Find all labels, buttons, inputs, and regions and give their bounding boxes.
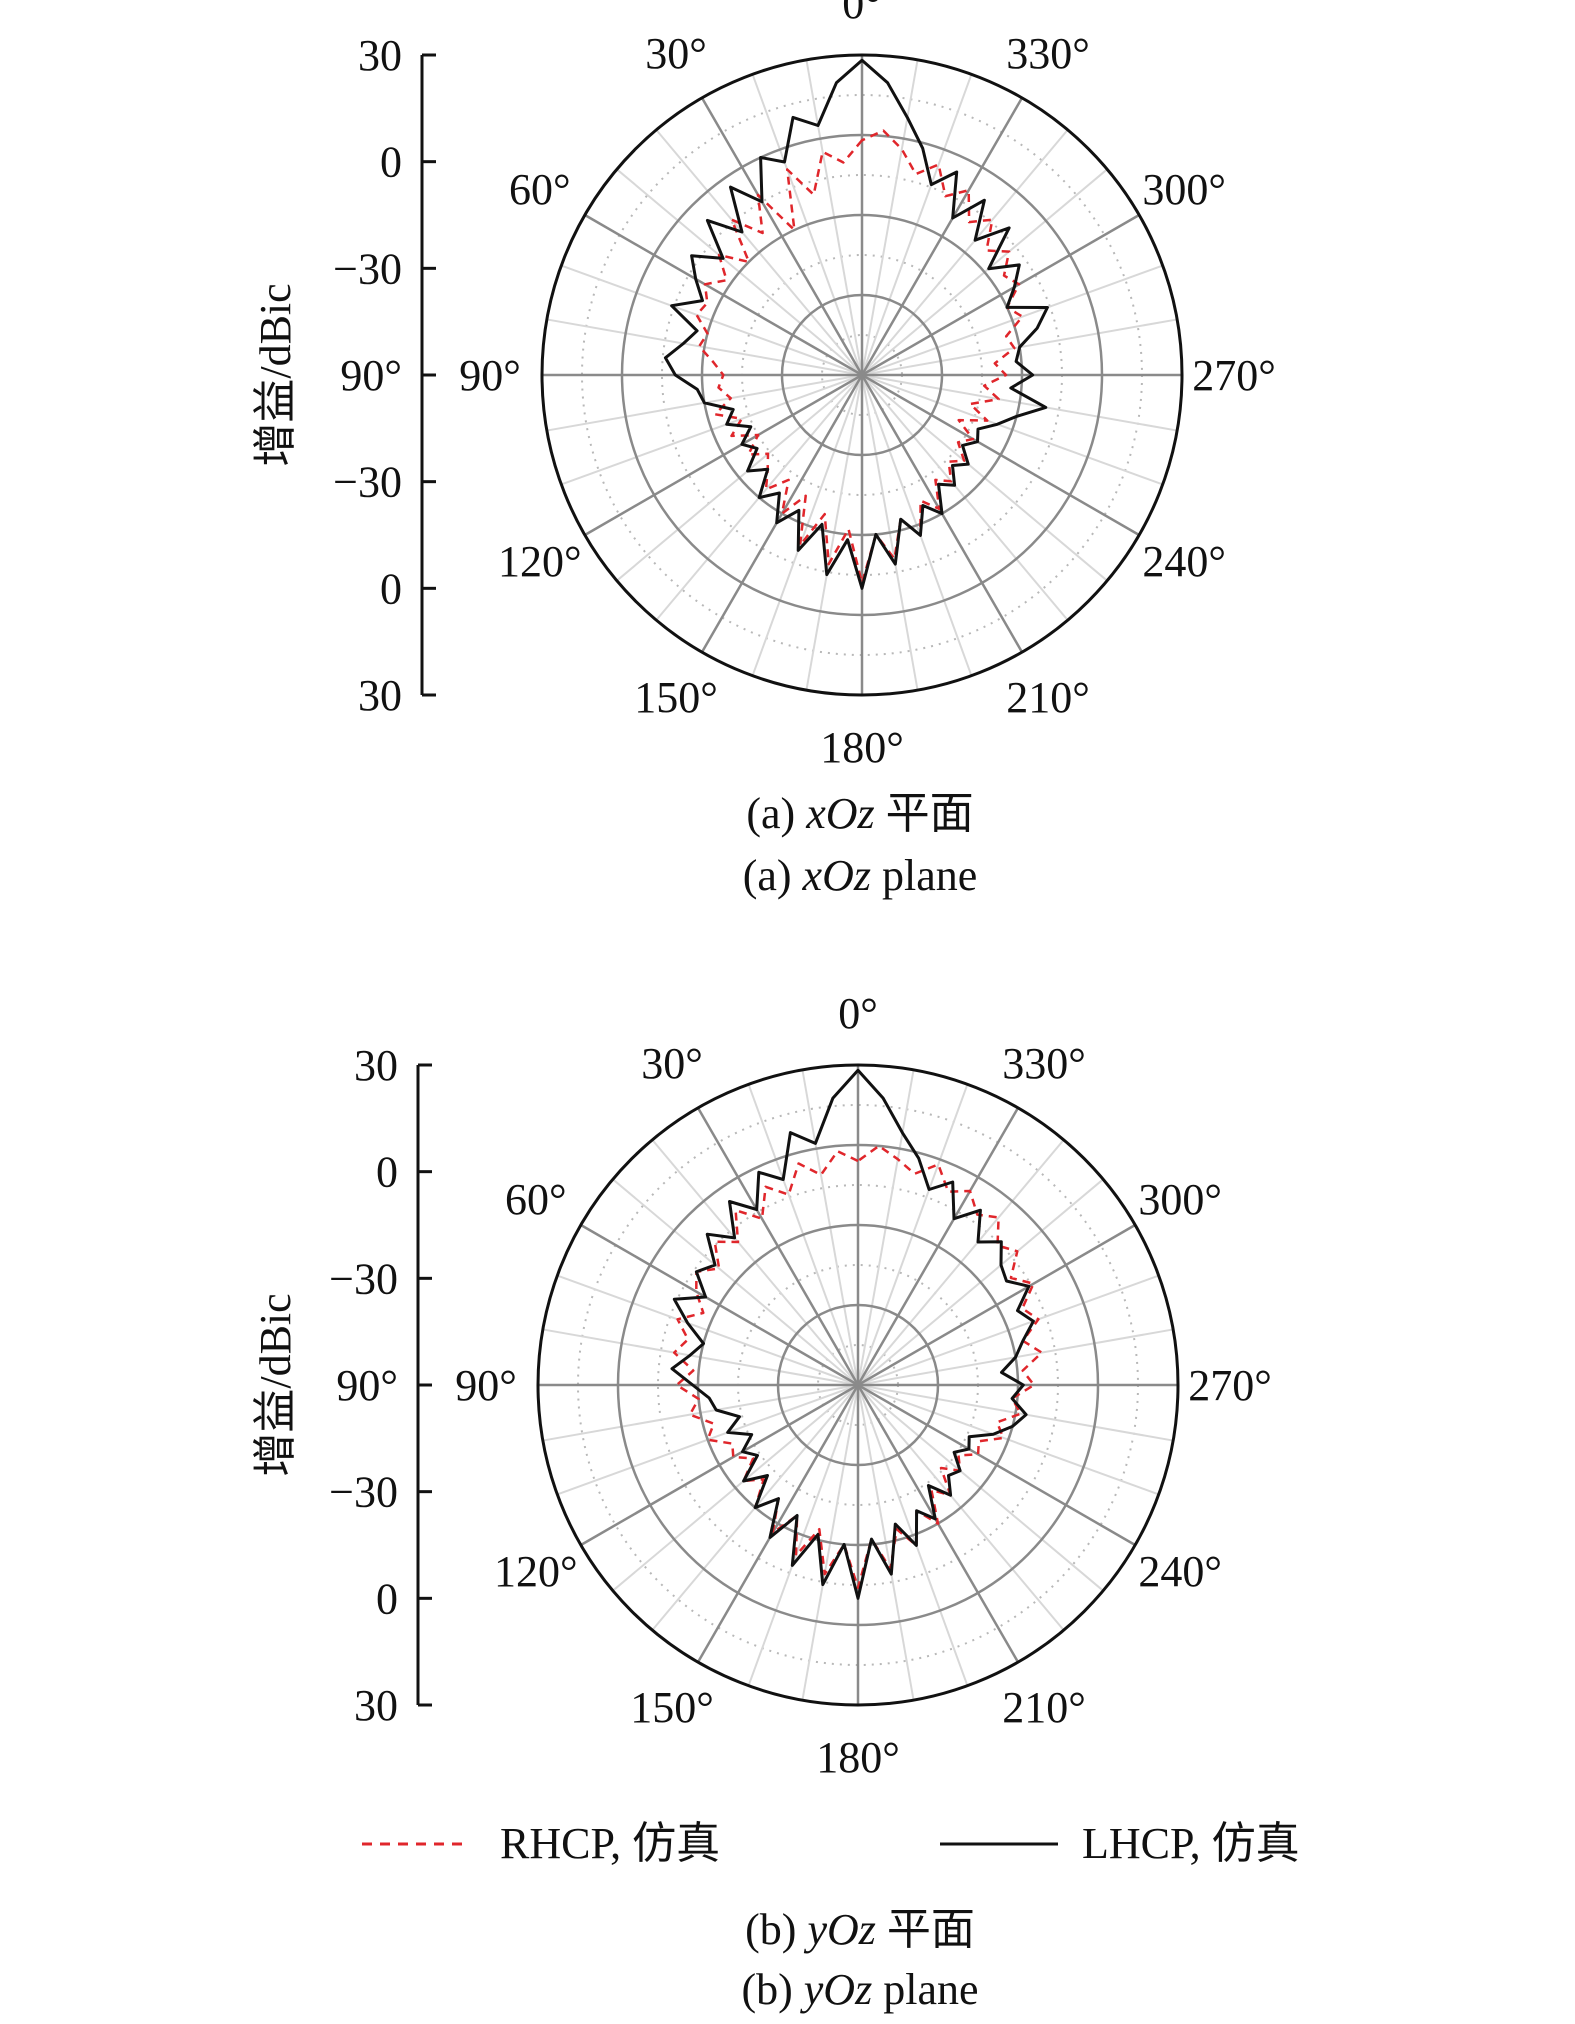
rhcp-series-line (672, 1144, 1044, 1589)
radial-tick-label: 90° (340, 351, 402, 400)
caption-b-cn: (b) yOz 平面 (745, 1905, 975, 1954)
angle-label: 210° (1002, 1683, 1086, 1732)
polar-chart-a: 0° 30° 60° 90° 120° 150° 180° 210° 240° 270° 300° 3… (251, 0, 1276, 772)
radial-tick-label: 30 (354, 1681, 398, 1730)
radial-tick-label: 0 (376, 1574, 398, 1623)
rhcp-series-line (695, 129, 1024, 585)
angle-label: 330° (1002, 1039, 1086, 1088)
angle-label: 240° (1142, 537, 1226, 586)
angle-label: 180° (820, 723, 904, 772)
legend-rhcp-label: RHCP, 仿真 (500, 1819, 720, 1868)
angle-label: 300° (1138, 1175, 1222, 1224)
angle-label: 90° (459, 351, 521, 400)
major-spoke (580, 1223, 859, 1387)
caption-a-en: (a) xOz plane (743, 851, 978, 900)
lhcp-series-line (663, 58, 1049, 590)
major-spoke (700, 97, 864, 376)
major-spoke (584, 213, 863, 377)
major-spoke (700, 374, 864, 653)
radial-tick-label: 0 (380, 138, 402, 187)
outer-ring (536, 1063, 1180, 1707)
angle-label: 180° (816, 1733, 900, 1782)
radial-tick-label: 0 (376, 1148, 398, 1197)
lhcp-series-line (670, 1068, 1035, 1600)
y-axis-label: 增益/dBic (251, 283, 300, 466)
angle-label: 150° (634, 673, 718, 722)
radial-tick-label: −30 (329, 1468, 398, 1517)
radial-tick-label: 30 (358, 31, 402, 80)
y-axis-label: 增益/dBic (251, 1293, 300, 1476)
caption-b-en: (b) yOz plane (741, 1965, 978, 2014)
angle-label: 270° (1192, 351, 1276, 400)
angle-label: 0° (838, 989, 878, 1038)
major-spoke (584, 373, 863, 537)
angle-label: 60° (505, 1175, 567, 1224)
angle-label: 60° (509, 165, 571, 214)
radial-tick-label: −30 (333, 458, 402, 507)
radial-tick-label: 0 (380, 564, 402, 613)
major-spoke (861, 373, 1140, 537)
major-spoke (696, 1107, 860, 1386)
angle-label: 30° (645, 29, 707, 78)
major-spoke (580, 1383, 859, 1547)
angle-label: 90° (455, 1361, 517, 1410)
angle-label: 120° (498, 537, 582, 586)
outer-ring (540, 53, 1184, 697)
angle-label: 150° (630, 1683, 714, 1732)
radial-tick-label: −30 (329, 1254, 398, 1303)
radial-tick-label: 30 (358, 671, 402, 720)
major-spoke (860, 97, 1024, 376)
caption-a-cn: (a) xOz 平面 (746, 789, 973, 838)
radial-tick-label: −30 (333, 244, 402, 293)
legend: RHCP, 仿真 LHCP, 仿真 (362, 1819, 1300, 1868)
major-spoke (856, 1107, 1020, 1386)
radial-tick-label: 90° (336, 1361, 398, 1410)
angle-label: 330° (1006, 29, 1090, 78)
angle-label: 300° (1142, 165, 1226, 214)
angle-label: 30° (641, 1039, 703, 1088)
legend-lhcp-label: LHCP, 仿真 (1082, 1819, 1300, 1868)
angle-label: 0° (842, 0, 882, 28)
major-spoke (857, 1383, 1136, 1547)
angle-label: 240° (1138, 1547, 1222, 1596)
angle-label: 210° (1006, 673, 1090, 722)
angle-label: 120° (494, 1547, 578, 1596)
radial-tick-label: 30 (354, 1041, 398, 1090)
major-spoke (857, 1223, 1136, 1387)
polar-chart-b: 0° 30° 60° 90° 120° 150° 180° 210° 240° 270° 300° 3… (251, 989, 1272, 1782)
major-spoke (696, 1384, 860, 1663)
angle-label: 270° (1188, 1361, 1272, 1410)
major-spoke (861, 213, 1140, 377)
